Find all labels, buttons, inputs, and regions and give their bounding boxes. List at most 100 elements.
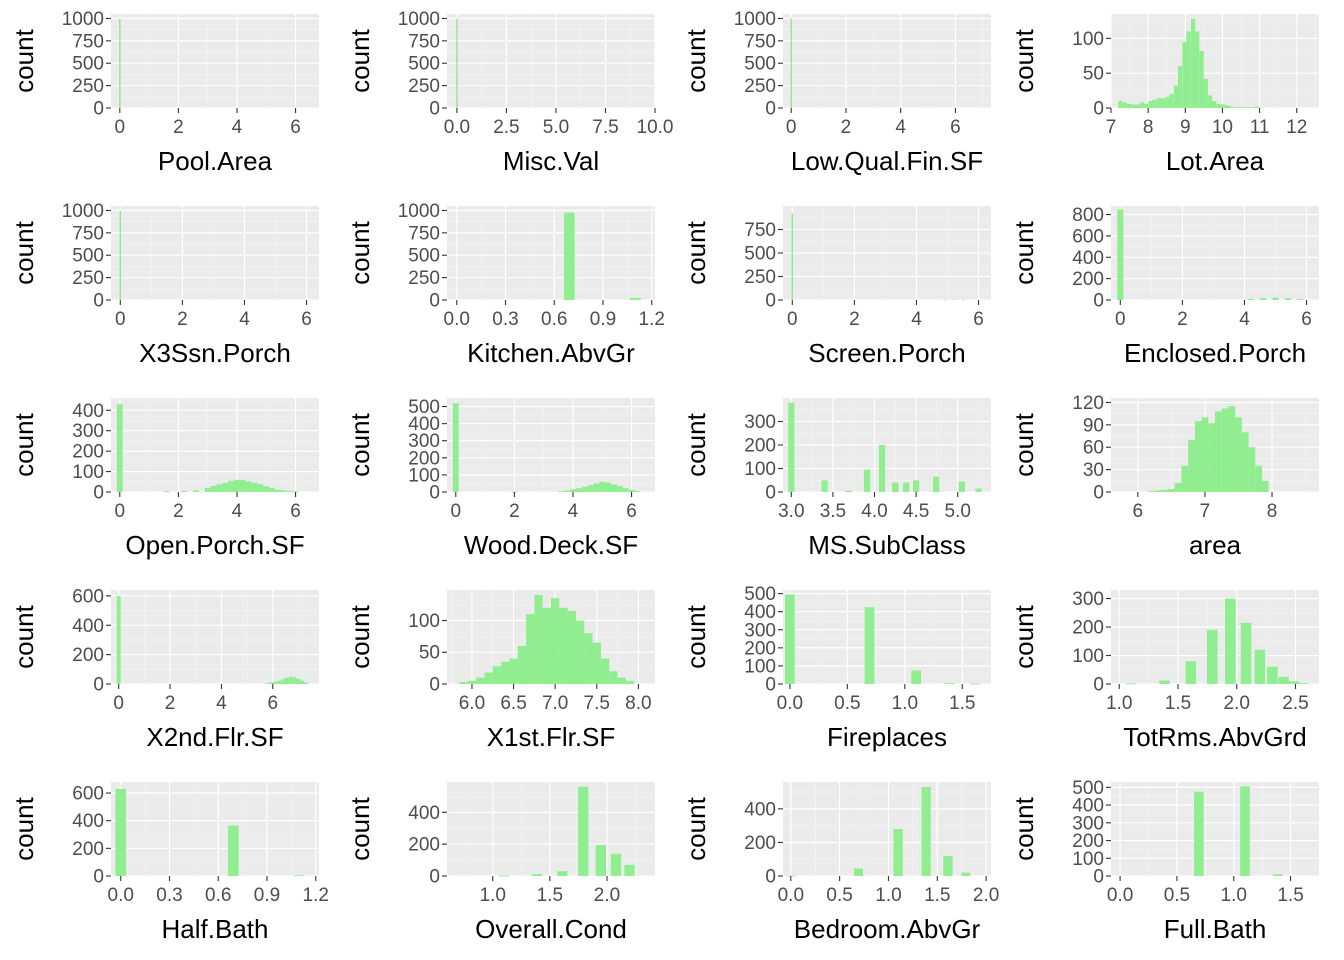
- y-tick-label: 300: [408, 431, 440, 452]
- y-tick-label: 1000: [398, 201, 440, 222]
- x-tick-label: 6: [1133, 501, 1144, 522]
- y-tick-label: 200: [408, 835, 440, 856]
- histogram-bar: [1125, 683, 1137, 685]
- x-tick-label: 2.0: [973, 885, 999, 906]
- histogram-bar: [1220, 104, 1225, 108]
- x-tick-label: 0: [787, 309, 798, 330]
- x-tick-label: 7.5: [584, 693, 610, 714]
- x-tick-label: 7: [1200, 501, 1211, 522]
- y-tick-label: 200: [72, 839, 104, 860]
- y-tick-label: 0: [1093, 99, 1104, 120]
- x-tick-label: 0.6: [205, 885, 231, 906]
- y-tick-label: 0: [429, 99, 440, 120]
- histogram-bar: [498, 875, 510, 877]
- histogram-bar: [1154, 490, 1162, 492]
- histogram-bar: [1174, 483, 1182, 492]
- x-tick-label: 2: [165, 693, 176, 714]
- histogram-bar: [592, 642, 601, 684]
- x-tick-label: 0.0: [108, 885, 134, 906]
- histogram-bar: [1228, 406, 1236, 492]
- histogram-bar: [1216, 103, 1221, 108]
- x-tick-label: 2: [509, 501, 520, 522]
- histogram-bar: [300, 680, 305, 684]
- y-tick-label: 0: [765, 867, 776, 888]
- histogram-bar: [1165, 96, 1170, 108]
- x-axis-title: X2nd.Flr.SF: [146, 722, 283, 752]
- histogram-bar: [587, 485, 594, 492]
- y-tick-label: 600: [1072, 226, 1104, 247]
- x-tick-label: 1.5: [949, 693, 975, 714]
- histogram-bar: [501, 661, 510, 684]
- x-axis-title: Misc.Val: [503, 146, 599, 176]
- x-axis-title: Half.Bath: [162, 914, 269, 944]
- x-tick-label: 8: [1267, 501, 1278, 522]
- y-tick-label: 300: [744, 412, 776, 433]
- y-tick-label: 1000: [398, 9, 440, 30]
- x-tick-label: 0.9: [254, 885, 280, 906]
- histogram-bar: [1131, 104, 1136, 108]
- x-tick-label: 0: [114, 501, 125, 522]
- x-tick-label: 1.0: [875, 885, 901, 906]
- histogram-panel: 1.0 1.5 2.0 0 200 400 Overall.Cond count: [345, 782, 655, 944]
- histogram-bar: [1250, 107, 1256, 109]
- x-tick-label: 1.5: [1277, 885, 1303, 906]
- x-tick-label: 6.0: [459, 693, 485, 714]
- histogram-panel: 0 2 4 6 0 200 400 600 X2nd.Flr.SF count: [9, 586, 319, 752]
- x-tick-label: 2: [841, 117, 852, 138]
- histogram-bar: [163, 491, 170, 493]
- y-tick-label: 100: [1072, 849, 1104, 870]
- histogram-bar: [1233, 107, 1238, 109]
- y-tick-label: 250: [408, 76, 440, 97]
- y-tick-label: 250: [744, 267, 776, 288]
- y-tick-label: 200: [1072, 618, 1104, 639]
- x-axis-title: X1st.Flr.SF: [487, 722, 616, 752]
- x-tick-label: 6.5: [500, 693, 526, 714]
- histogram-bar: [1288, 681, 1300, 684]
- y-axis-title: count: [1009, 412, 1039, 476]
- y-tick-label: 750: [744, 31, 776, 52]
- x-tick-label: 2: [173, 501, 184, 522]
- y-axis-title: count: [345, 220, 375, 284]
- histogram-bar: [119, 210, 122, 300]
- y-tick-label: 400: [72, 616, 104, 637]
- histogram-bar: [286, 490, 293, 492]
- x-tick-label: 6: [1301, 309, 1312, 330]
- histogram-bar: [534, 595, 543, 684]
- histogram-bar: [210, 485, 217, 492]
- histogram-bar: [1240, 622, 1252, 684]
- x-tick-label: 6: [290, 501, 301, 522]
- histogram-bar: [531, 874, 542, 876]
- x-tick-label: 0.0: [778, 885, 804, 906]
- histogram-bar: [116, 404, 123, 492]
- panel-background: [111, 206, 319, 300]
- y-tick-label: 0: [765, 675, 776, 696]
- histogram-bar: [605, 482, 612, 492]
- histogram-bar: [570, 489, 576, 492]
- histogram-bar: [1225, 105, 1230, 108]
- histogram-bar: [304, 682, 309, 684]
- histogram-bar: [1135, 104, 1140, 108]
- y-tick-label: 100: [744, 656, 776, 677]
- x-axis-title: Pool.Area: [158, 146, 273, 176]
- histogram-bar: [958, 481, 965, 492]
- y-tick-label: 500: [1072, 778, 1104, 799]
- x-tick-label: 1.5: [537, 885, 563, 906]
- histogram-bar: [1169, 94, 1174, 108]
- y-axis-title: count: [9, 796, 39, 860]
- y-tick-label: 500: [408, 397, 440, 418]
- x-axis-title: Fireplaces: [827, 722, 947, 752]
- x-tick-label: 4: [1239, 309, 1250, 330]
- histogram-bar: [599, 481, 606, 492]
- histogram-bar: [1208, 95, 1213, 108]
- histogram-bar: [616, 486, 623, 492]
- y-tick-label: 200: [744, 638, 776, 659]
- histogram-bar: [526, 614, 535, 684]
- y-tick-label: 0: [93, 675, 104, 696]
- y-tick-label: 0: [429, 483, 440, 504]
- histogram-bar: [456, 18, 458, 109]
- panel-background: [1111, 782, 1319, 876]
- x-axis-title: Bedroom.AbvGr: [794, 914, 981, 944]
